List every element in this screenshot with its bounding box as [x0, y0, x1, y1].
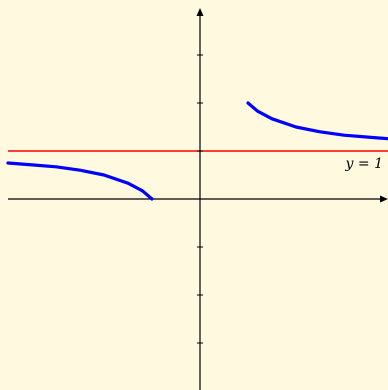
series-layer [6, 101, 388, 201]
curve-branch-right [246, 101, 388, 141]
asymptote-label: y = 1 [345, 156, 383, 172]
curve-branch-left [6, 161, 154, 201]
x-axis-arrow [380, 195, 388, 203]
y-axis-arrow [196, 8, 204, 16]
axes-layer [8, 8, 388, 390]
